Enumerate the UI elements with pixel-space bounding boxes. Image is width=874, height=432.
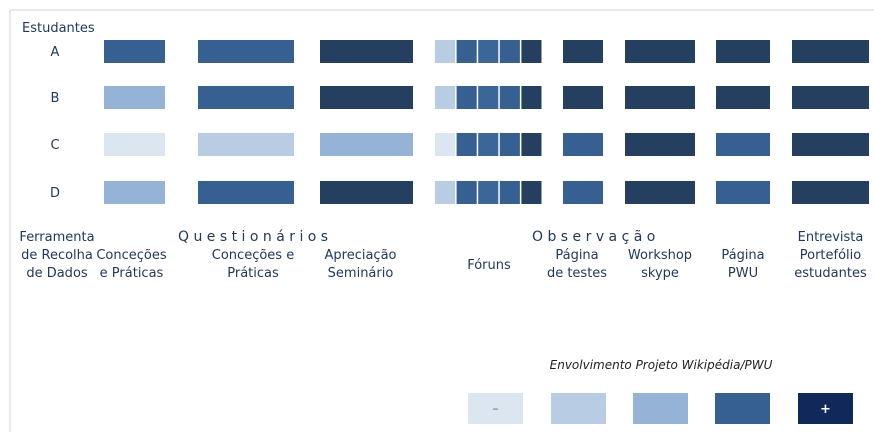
cell [320,181,413,204]
cell [198,86,294,109]
cell [198,40,294,63]
cell [521,133,542,156]
cell [435,86,456,109]
cell [563,40,603,63]
column-label: Página [555,248,598,263]
cell [563,181,603,204]
column-label: Práticas [227,266,279,281]
column-label: Seminário [328,266,394,281]
legend-swatch [715,393,770,424]
cell [625,40,695,63]
cell [478,40,499,63]
cell [716,133,770,156]
cell [478,86,499,109]
legend-swatch [633,393,688,424]
column-label: Workshop [628,248,692,263]
cell [456,181,477,204]
legend-swatch [468,393,523,424]
column-label: Conceções e [212,248,294,263]
cell [716,40,770,63]
column-label: skype [641,266,679,281]
row-label: B [51,91,60,106]
column-label: Portefólio [800,248,862,263]
tool-label: de Dados [26,266,88,281]
cell [320,133,413,156]
cell [792,133,869,156]
column-label: Fóruns [467,258,511,273]
column-label: e Práticas [100,266,164,281]
column-label: Página [721,248,764,263]
cell [435,133,456,156]
cell [435,181,456,204]
cell [792,86,869,109]
row-label: C [50,138,59,153]
cell [716,181,770,204]
cell [320,40,413,63]
cell [499,133,520,156]
cell [198,181,294,204]
cell [625,181,695,204]
cell [478,181,499,204]
cell [104,133,165,156]
tool-label: de Recolha [21,248,93,263]
column-label: estudantes [794,266,867,281]
row-label: A [51,45,60,60]
cell [521,40,542,63]
cell [563,133,603,156]
legend-swatch [798,393,853,424]
cell [499,181,520,204]
group-label: O b s e r v a ç ã o [532,229,655,245]
cell [792,40,869,63]
column-label: de testes [547,266,607,281]
cell [625,86,695,109]
cell [456,86,477,109]
cell [104,40,165,63]
cell [625,133,695,156]
cell [456,40,477,63]
cell [521,181,542,204]
cell [456,133,477,156]
legend-title: Envolvimento Projeto Wikipédia/PWU [550,358,773,372]
row-label: D [50,186,60,201]
cell [198,133,294,156]
cell [563,86,603,109]
cell [478,133,499,156]
cell [521,86,542,109]
cell [435,40,456,63]
legend-swatch [551,393,606,424]
group-label: Q u e s t i o n á r i o s [178,229,328,245]
legend-label: + [820,402,831,417]
column-label: Entrevista [798,230,864,245]
cell [104,181,165,204]
cell [499,86,520,109]
cell [320,86,413,109]
cell [792,181,869,204]
column-label: Apreciação [325,248,397,263]
legend-label: – [492,402,499,417]
column-label: PWU [728,266,758,281]
tool-label: Ferramenta [19,230,94,245]
column-label: Conceções [96,248,167,263]
cell [499,40,520,63]
cell [104,86,165,109]
cell [716,86,770,109]
title: Estudantes [22,21,95,36]
